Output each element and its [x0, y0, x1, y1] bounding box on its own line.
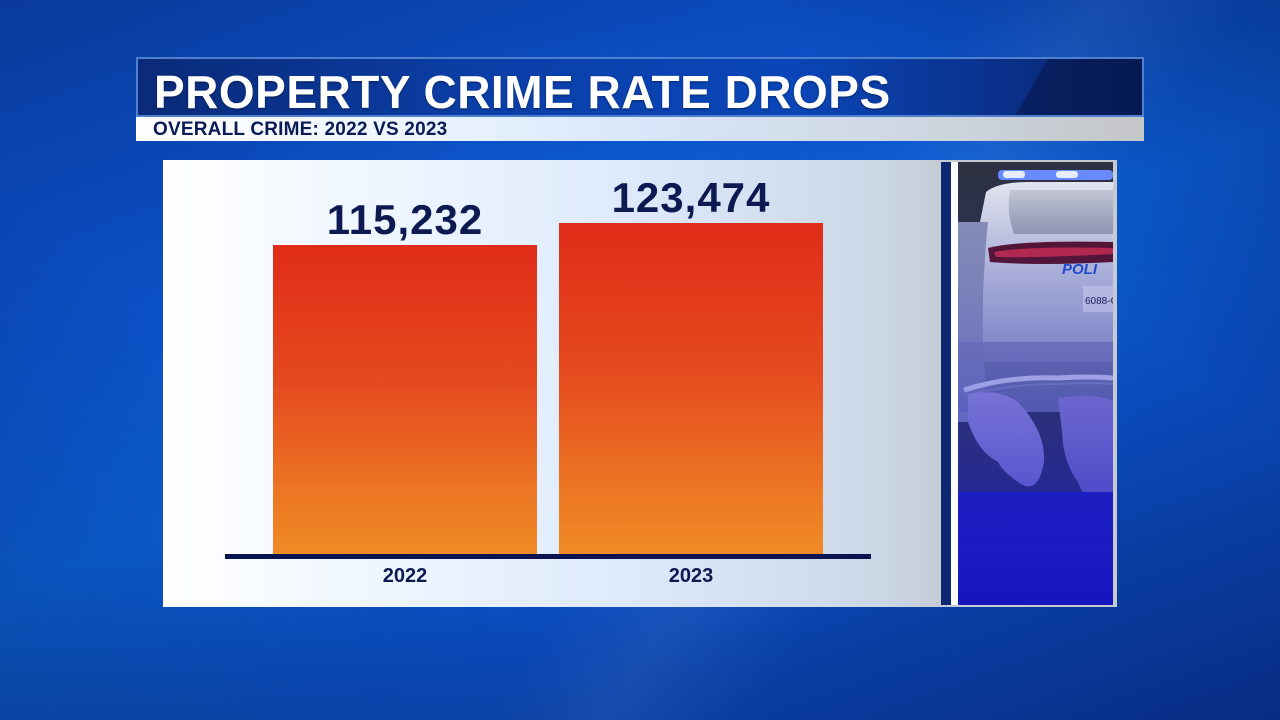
- subtitle: OVERALL CRIME: 2022 VS 2023: [153, 119, 448, 140]
- police-car-handcuffs-icon: POLI 6088-G: [958, 162, 1113, 605]
- bar-2022: [273, 245, 537, 554]
- bar-value-2022: 115,232: [326, 196, 484, 243]
- chart-panel: 115,232 123,474 2022 2023: [163, 160, 1117, 607]
- bar-2023: [559, 223, 823, 554]
- x-label-2023: 2023: [668, 565, 714, 587]
- x-label-2022: 2022: [382, 565, 428, 587]
- title-bar: PROPERTY CRIME RATE DROPS: [136, 57, 1144, 117]
- divider-stripe-navy: [941, 162, 951, 605]
- page-title: PROPERTY CRIME RATE DROPS: [154, 66, 891, 117]
- x-axis-line: [225, 554, 871, 559]
- subtitle-bar: OVERALL CRIME: 2022 VS 2023: [136, 117, 1144, 141]
- bar-value-2023: 123,474: [611, 174, 771, 221]
- divider-stripe-white: [951, 162, 958, 605]
- police-photo: POLI 6088-G: [958, 162, 1113, 605]
